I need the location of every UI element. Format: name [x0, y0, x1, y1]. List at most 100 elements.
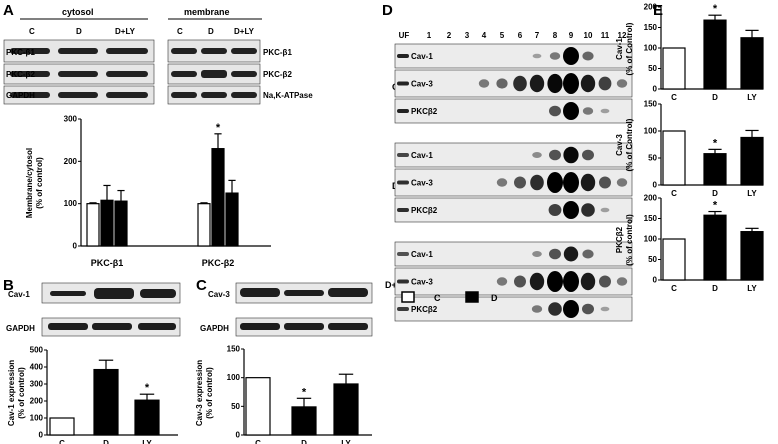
- fraction-band: [514, 176, 526, 189]
- fraction-band: [397, 54, 409, 58]
- y-tick-label: 100: [644, 127, 658, 136]
- fraction-band: [563, 271, 579, 292]
- bar: [662, 130, 686, 186]
- bar: [225, 192, 239, 247]
- y-tick-label: 0: [653, 181, 658, 190]
- y-tick-label: 200: [30, 397, 44, 406]
- band: [231, 71, 257, 77]
- fraction-band: [397, 180, 409, 185]
- fraction-band: [547, 271, 563, 292]
- fraction-band: [616, 79, 628, 88]
- fraction-band: [478, 79, 490, 88]
- row-label-left-pkcb2: PKC-β2: [6, 70, 35, 79]
- fraction-band: [563, 102, 579, 120]
- panel-d-blots: UF123456789101112CCav-1Cav-3PKCβ2DCav-1C…: [385, 31, 633, 322]
- fraction-band: [582, 51, 594, 61]
- bar: [114, 200, 128, 247]
- fraction-band: [563, 300, 579, 318]
- fraction-band: [397, 252, 409, 256]
- x-category-label: LY: [747, 93, 757, 102]
- fraction-band: [529, 272, 545, 291]
- panel-letter-b: B: [3, 277, 14, 294]
- lane-label-d-left: D: [76, 27, 82, 36]
- y-axis-label: Cav-1 expression(% of control): [7, 360, 26, 426]
- fraction-column-label: 6: [518, 31, 523, 40]
- y-tick-label: 300: [30, 380, 44, 389]
- panel-b-row-gapdh: GAPDH: [6, 324, 35, 333]
- fraction-band: [582, 149, 594, 161]
- row-label-pkcb2: PKC-β2: [263, 70, 292, 79]
- x-category-label: LY: [142, 439, 152, 444]
- bar: [703, 19, 727, 90]
- y-tick-label: 500: [30, 346, 44, 355]
- fraction-band: [397, 307, 409, 311]
- panel-letter-e: E: [653, 2, 663, 19]
- fraction-band: [582, 249, 594, 259]
- x-category-label: D: [712, 93, 718, 102]
- row-label-left-gapdh: GAPDH: [6, 91, 35, 100]
- fraction-band: [563, 172, 579, 193]
- lane-label-dly-right: D+LY: [234, 27, 255, 36]
- lane-label-d-right: D: [208, 27, 214, 36]
- fraction-column-label: 1: [427, 31, 432, 40]
- fraction-column-label: 7: [535, 31, 540, 40]
- band: [58, 71, 98, 77]
- fraction-band: [532, 152, 542, 158]
- panel-b-blots: Cav-1 GAPDH: [6, 282, 181, 337]
- chart-e3: 0 50 100 150 200 PKCβ2(% of control) C * D LY: [615, 194, 764, 293]
- y-tick-label: 100: [227, 373, 241, 382]
- x-category-label: C: [671, 93, 677, 102]
- y-tick-label: 0: [73, 242, 78, 251]
- band: [201, 92, 227, 98]
- y-tick-label: 50: [231, 402, 240, 411]
- fraction-band: [397, 81, 409, 86]
- row-label-pkcb1: PKC-β1: [263, 48, 292, 57]
- bar: [93, 368, 119, 436]
- band: [201, 70, 227, 78]
- fraction-band: [496, 178, 508, 187]
- fraction-column-label: 4: [482, 31, 487, 40]
- lane-label-c-left: C: [29, 27, 35, 36]
- panel-letter-d: D: [382, 2, 393, 19]
- bar: [49, 417, 75, 436]
- bar: [134, 399, 160, 436]
- fraction-band: [530, 174, 544, 191]
- fraction-band: [563, 73, 579, 94]
- x-category-label: D: [103, 439, 109, 444]
- significance-mark: *: [216, 122, 221, 134]
- fraction-blot-strip: [394, 241, 633, 267]
- x-category-label: LY: [747, 189, 757, 198]
- band: [10, 92, 50, 98]
- y-tick-label: 150: [644, 23, 658, 32]
- y-tick-label: 100: [644, 44, 658, 53]
- x-category-label: PKC-β2: [202, 258, 235, 268]
- fraction-band: [599, 275, 611, 288]
- band: [106, 92, 148, 98]
- panel-letter-c: C: [196, 277, 207, 294]
- bar: [703, 153, 727, 186]
- bar: [662, 238, 686, 281]
- band: [171, 92, 197, 98]
- fraction-band: [549, 248, 561, 260]
- band: [10, 71, 50, 77]
- fraction-band: [397, 153, 409, 157]
- fraction-band: [548, 204, 562, 216]
- fraction-column-label: 11: [601, 31, 610, 40]
- fraction-row-label: Cav-1: [411, 52, 433, 61]
- fraction-band: [581, 203, 595, 217]
- fraction-band: [580, 173, 596, 192]
- fraction-band: [616, 178, 628, 187]
- y-tick-label: 150: [644, 214, 658, 223]
- y-tick-label: 0: [653, 85, 658, 94]
- fraction-band: [532, 53, 542, 59]
- chart-e2: 0 50 100 150 Cav-3(% of Control) C * D LY: [615, 100, 764, 198]
- bar: [86, 203, 100, 247]
- panel-c-row-gapdh: GAPDH: [200, 324, 229, 333]
- fraction-band: [496, 277, 508, 286]
- x-category-label: D: [301, 439, 307, 444]
- bar: [703, 214, 727, 281]
- chart-b: 0 100 200 300 400 500 Cav-1 expression(% of co…: [7, 346, 178, 444]
- legend-swatch-c: [401, 291, 415, 303]
- fraction-row-label: Cav-1: [411, 151, 433, 160]
- legend-label-c: C: [434, 293, 441, 303]
